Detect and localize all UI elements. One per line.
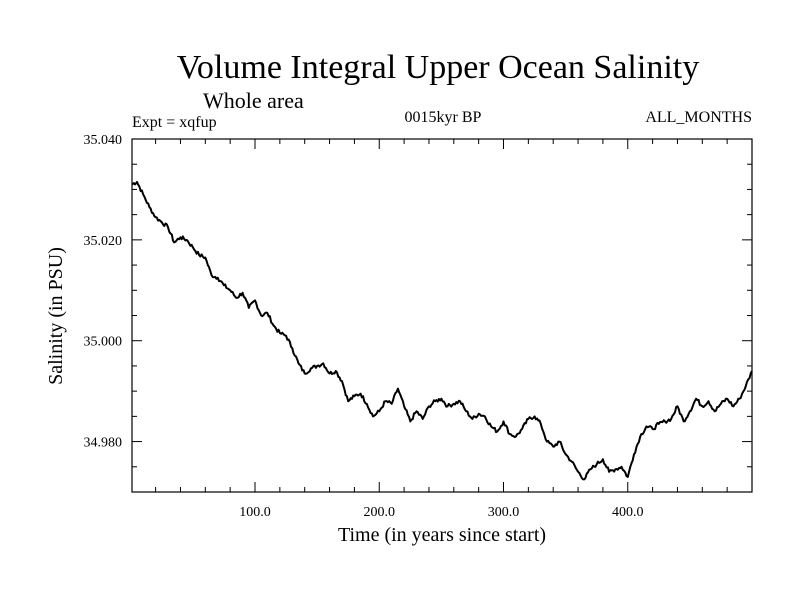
series-line-salinity: [131, 180, 753, 481]
x-tick-label: 300.0: [488, 505, 520, 520]
axis-tick-labels: 100.0 200.0 300.0 400.0 34.980 35.000 35.020 35…: [84, 133, 644, 520]
axis-ticks: [132, 139, 752, 492]
x-axis-label: Time (in years since start): [338, 524, 546, 546]
y-tick-label: 35.040: [84, 133, 123, 148]
x-tick-label: 100.0: [239, 505, 271, 520]
months-label: ALL_MONTHS: [645, 109, 752, 126]
period-label: 0015kyr BP: [405, 109, 482, 126]
experiment-label: Expt = xqfup: [132, 114, 217, 131]
y-tick-label: 34.980: [84, 436, 123, 451]
plot-frame: [131, 138, 753, 493]
chart-subtitle: Whole area: [203, 88, 304, 113]
chart-title: Volume Integral Upper Ocean Salinity: [177, 49, 699, 86]
y-tick-label: 35.020: [84, 234, 123, 249]
x-tick-label: 400.0: [612, 505, 644, 520]
y-axis-label: Salinity (in PSU): [45, 247, 67, 385]
x-tick-label: 200.0: [364, 505, 396, 520]
y-tick-label: 35.000: [84, 335, 123, 350]
